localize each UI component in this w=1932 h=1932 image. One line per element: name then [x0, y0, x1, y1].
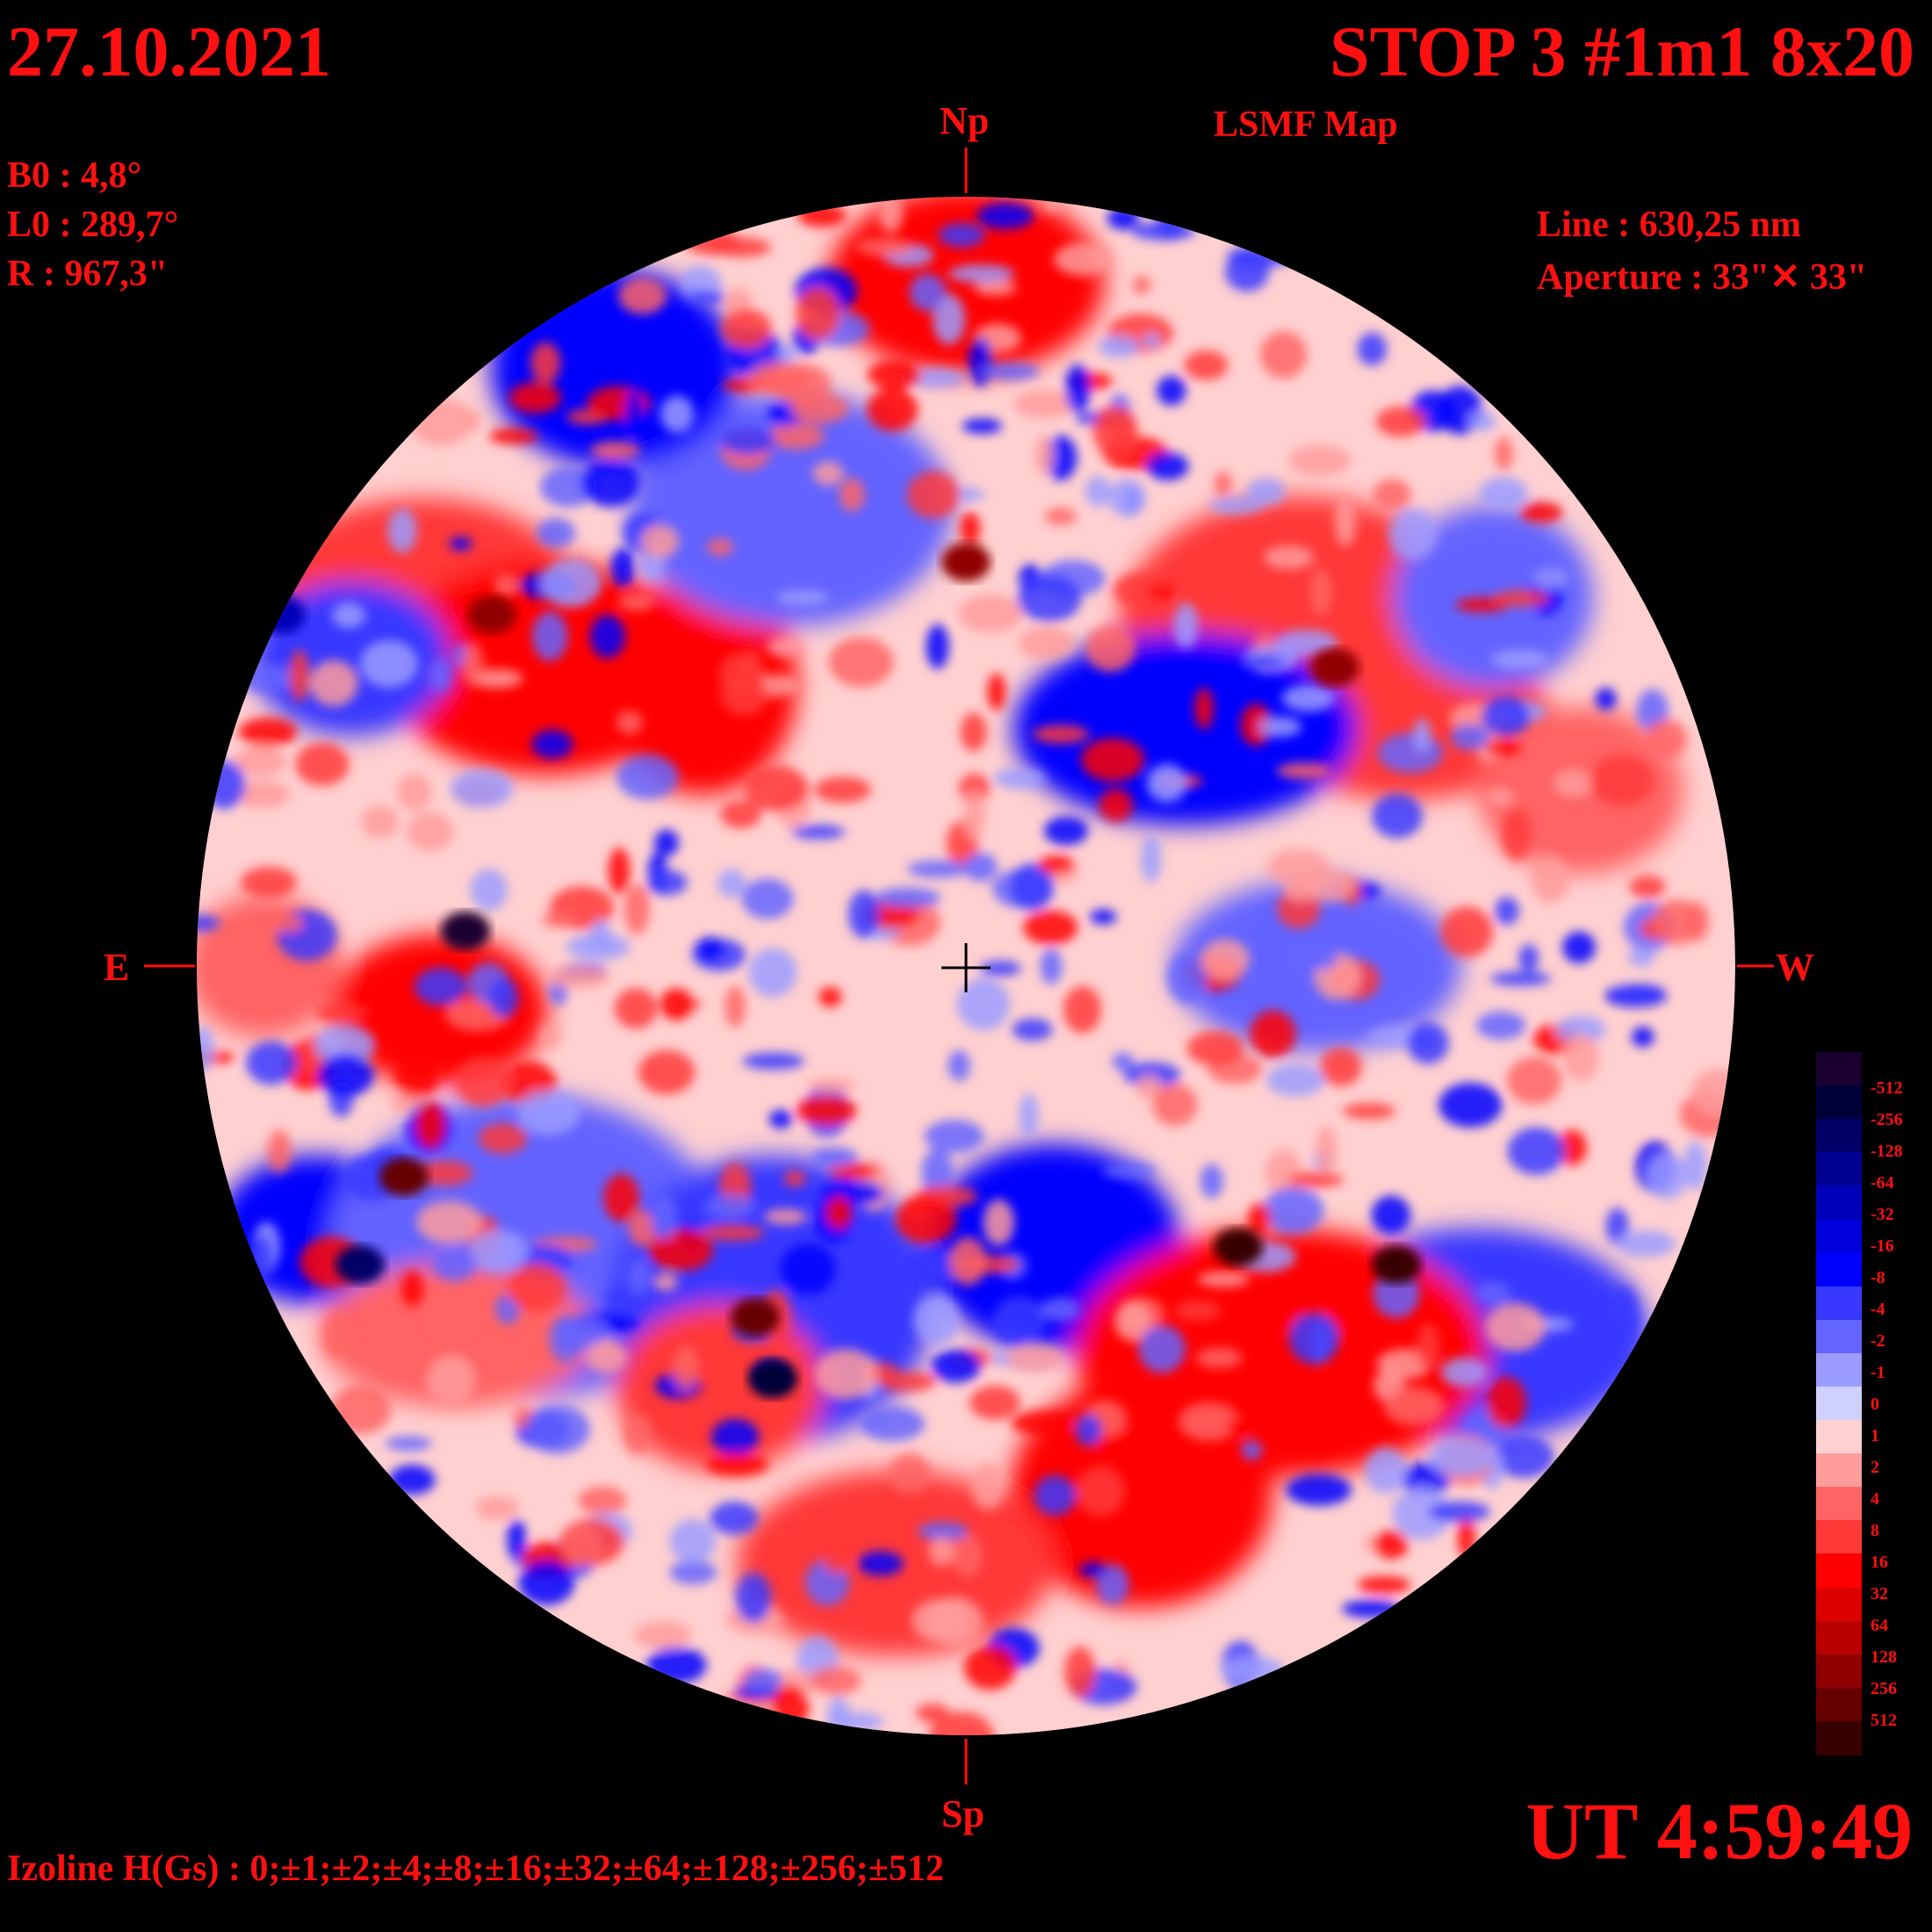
universal-time-label: UT 4:59:49 — [1525, 1786, 1913, 1876]
colorbar-tick-label: -2 — [1871, 1331, 1885, 1351]
colorbar-swatch — [1816, 1587, 1862, 1622]
colorbar-swatch — [1816, 1319, 1862, 1354]
colorbar-tick-label: -64 — [1871, 1173, 1894, 1193]
colorbar-tick-label: -128 — [1871, 1142, 1903, 1161]
colorbar-tick-label: -1 — [1871, 1363, 1885, 1382]
colorbar-tick-label: -4 — [1871, 1300, 1885, 1319]
colorbar-swatch — [1816, 1052, 1862, 1087]
colorbar-tick-label: -512 — [1871, 1078, 1903, 1098]
colorbar-tick-label: 1 — [1871, 1426, 1879, 1445]
colorbar-tick-label: 32 — [1871, 1584, 1888, 1604]
colorbar-swatch — [1816, 1352, 1862, 1388]
colorbar-tick-label: -32 — [1871, 1205, 1894, 1224]
colorbar-swatch — [1816, 1119, 1862, 1154]
colorbar — [1816, 1052, 1862, 1755]
colorbar-tick-label: 128 — [1871, 1647, 1897, 1667]
colorbar-swatch — [1816, 1219, 1862, 1254]
colorbar-tick-label: 2 — [1871, 1458, 1879, 1477]
colorbar-tick-label: 0 — [1871, 1395, 1879, 1414]
radius-parameter: R : 967,3" — [7, 254, 169, 294]
colorbar-tick-label: 64 — [1871, 1616, 1888, 1635]
colorbar-swatch — [1816, 1687, 1862, 1722]
aperture-label: Aperture : 33"✕ 33" — [1537, 257, 1868, 298]
colorbar-swatch — [1816, 1487, 1862, 1522]
west-label: W — [1776, 946, 1814, 989]
colorbar-swatch — [1816, 1386, 1862, 1422]
colorbar-tick-label: 256 — [1871, 1679, 1897, 1698]
colorbar-swatch — [1816, 1554, 1862, 1589]
map-title: STOP 3 #1m1 8x20 — [1330, 11, 1914, 91]
colorbar-swatch — [1816, 1286, 1862, 1321]
colorbar-swatch — [1816, 1720, 1862, 1755]
colorbar-tick-label: 16 — [1871, 1553, 1888, 1572]
disk-center-cross — [941, 943, 991, 992]
colorbar-swatch — [1816, 1420, 1862, 1455]
colorbar-tick-label: 4 — [1871, 1489, 1879, 1509]
colorbar-swatch — [1816, 1152, 1862, 1187]
solar-disk — [197, 197, 1735, 1735]
colorbar-swatch — [1816, 1654, 1862, 1689]
colorbar-tick-label: 8 — [1871, 1521, 1879, 1540]
colorbar-swatch — [1816, 1085, 1862, 1121]
colorbar-tick-label: -256 — [1871, 1110, 1903, 1129]
east-label: E — [104, 946, 130, 989]
l0-parameter: L0 : 289,7° — [7, 205, 179, 245]
spectral-line-label: Line : 630,25 nm — [1537, 205, 1802, 245]
b0-parameter: B0 : 4,8° — [7, 155, 142, 196]
south-pole-label: Sp — [941, 1792, 984, 1835]
colorbar-swatch — [1816, 1453, 1862, 1489]
map-subtitle: LSMF Map — [1214, 105, 1398, 145]
colorbar-swatch — [1816, 1252, 1862, 1287]
colorbar-swatch — [1816, 1186, 1862, 1221]
colorbar-tick-label: -8 — [1871, 1268, 1885, 1287]
north-pole-label: Np — [940, 99, 990, 142]
date-label: 27.10.2021 — [7, 11, 331, 91]
colorbar-swatch — [1816, 1520, 1862, 1555]
izoline-levels-label: Izoline H(Gs) : 0;±1;±2;±4;±8;±16;±32;±6… — [7, 1849, 944, 1889]
colorbar-tick-label: -16 — [1871, 1236, 1894, 1256]
colorbar-tick-label: 512 — [1871, 1711, 1897, 1730]
colorbar-swatch — [1816, 1620, 1862, 1655]
